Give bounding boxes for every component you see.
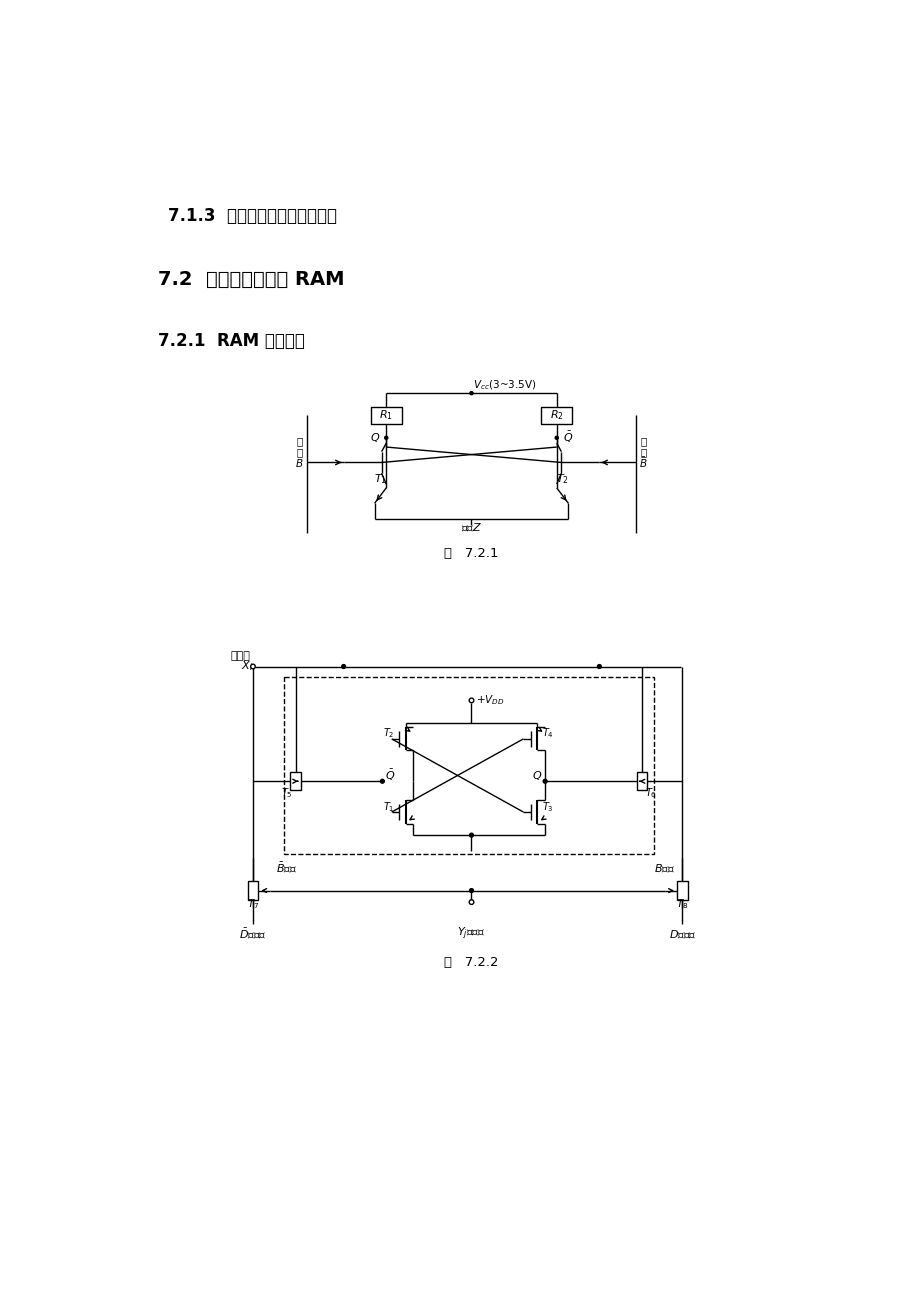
Text: $T_4$: $T_4$ <box>541 727 553 741</box>
Text: 位: 位 <box>296 437 302 447</box>
Bar <box>247 881 258 900</box>
Text: 线: 线 <box>640 447 646 458</box>
Text: $T_1$: $T_1$ <box>373 472 386 486</box>
Circle shape <box>470 391 472 395</box>
Circle shape <box>596 664 601 668</box>
Circle shape <box>542 779 547 783</box>
Text: $B$: $B$ <box>295 458 303 469</box>
Text: $T_5$: $T_5$ <box>281 786 292 801</box>
Text: $X_i$: $X_i$ <box>240 659 253 673</box>
Circle shape <box>469 698 473 703</box>
Text: 字线$Z$: 字线$Z$ <box>460 521 482 533</box>
Circle shape <box>341 664 346 668</box>
Text: $T_7$: $T_7$ <box>246 897 259 911</box>
Text: $T_2$: $T_2$ <box>556 472 569 486</box>
Text: 7.2.1  RAM 存储单元: 7.2.1 RAM 存储单元 <box>157 332 304 350</box>
Circle shape <box>469 889 473 893</box>
Text: 位: 位 <box>640 437 646 447</box>
Text: $T_8$: $T_8$ <box>675 897 687 911</box>
Text: $\bar{Q}$: $\bar{Q}$ <box>562 430 573 446</box>
Text: $Q$: $Q$ <box>531 768 541 781</box>
Text: $Q$: $Q$ <box>369 432 380 445</box>
Text: $Y_j$列选择: $Y_j$列选择 <box>457 926 485 942</box>
Text: $\bar{B}$: $\bar{B}$ <box>639 456 647 471</box>
Bar <box>540 407 572 424</box>
Text: $T_2$: $T_2$ <box>382 727 394 741</box>
Bar <box>289 772 301 790</box>
Circle shape <box>469 833 473 837</box>
Circle shape <box>554 437 558 439</box>
Text: $B$位线: $B$位线 <box>652 862 674 874</box>
Text: 图   7.2.2: 图 7.2.2 <box>444 957 498 970</box>
Bar <box>636 772 647 790</box>
Text: $\bar{D}$数据线: $\bar{D}$数据线 <box>239 927 267 941</box>
Text: 7.2  随机存取存储器 RAM: 7.2 随机存取存储器 RAM <box>157 269 344 289</box>
Text: $R_2$: $R_2$ <box>550 408 563 422</box>
Bar <box>284 677 652 854</box>
Circle shape <box>250 664 255 668</box>
Text: $T_3$: $T_3$ <box>542 800 553 814</box>
Text: $R_1$: $R_1$ <box>379 408 392 422</box>
Text: $T_{6}$: $T_{6}$ <box>644 786 656 801</box>
Text: $D$数据线: $D$数据线 <box>668 928 696 940</box>
Text: $\bar{Q}$: $\bar{Q}$ <box>385 767 395 783</box>
Circle shape <box>384 437 388 439</box>
Text: $+V_{DD}$: $+V_{DD}$ <box>476 693 505 707</box>
Bar <box>676 881 687 900</box>
Text: $\bar{B}$位线: $\bar{B}$位线 <box>276 861 297 875</box>
Text: 图   7.2.1: 图 7.2.1 <box>444 547 498 560</box>
Text: $V_{cc}$(3~3.5V): $V_{cc}$(3~3.5V) <box>472 378 536 393</box>
Text: 7.1.3  半导体存储器的技术指标: 7.1.3 半导体存储器的技术指标 <box>167 207 336 225</box>
Text: 行选择: 行选择 <box>231 651 250 662</box>
Text: $T_1$: $T_1$ <box>382 800 394 814</box>
Text: 线: 线 <box>296 447 302 458</box>
Bar <box>370 407 402 424</box>
Circle shape <box>380 779 384 783</box>
Circle shape <box>469 900 473 905</box>
